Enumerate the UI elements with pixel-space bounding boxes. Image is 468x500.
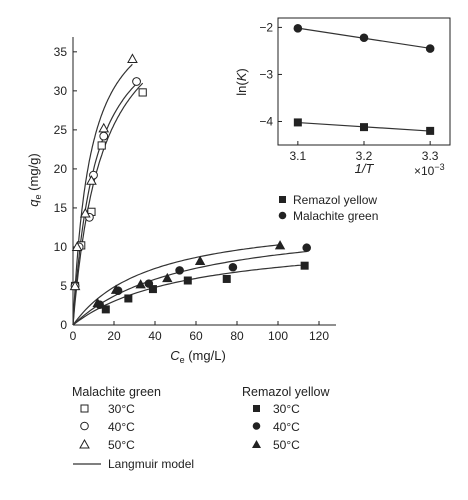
data-point-series-2 (79, 207, 91, 218)
data-point-series-5 (274, 240, 286, 250)
legend-marker-mg-40 (80, 421, 89, 431)
data-point-series-2 (98, 122, 110, 133)
data-point-series-3 (183, 276, 192, 285)
inset-data-point-0 (359, 123, 368, 132)
main-y-tick-label: 10 (54, 240, 68, 254)
main-x-tick-label: 120 (309, 329, 329, 343)
main-y-tick-label: 25 (54, 123, 68, 137)
legend-label-langmuir: Langmuir model (108, 457, 194, 471)
langmuir-fit-curve-0 (72, 82, 144, 326)
main-x-tick-label: 40 (148, 329, 162, 343)
data-point-series-4 (144, 279, 154, 288)
legend-label-ry-40: 40°C (273, 420, 300, 434)
data-point-series-4 (302, 243, 312, 253)
inset-y-axis-title: ln(K) (234, 68, 249, 95)
inset-chart: 3.1 3.2 3.3 −2 −3 −4 1/T ×10−3 ln(K) (234, 17, 451, 178)
data-point-series-1 (99, 131, 109, 141)
data-point-series-0 (97, 141, 106, 150)
data-point-series-5 (194, 255, 206, 266)
main-y-tick-label: 35 (54, 45, 68, 59)
inset-legend: Remazol yellow Malachite green (278, 193, 378, 223)
data-point-series-3 (124, 294, 133, 303)
main-x-tick-label: 80 (230, 329, 244, 343)
data-point-series-1 (132, 77, 141, 86)
inset-y-tick-label: −3 (259, 67, 273, 81)
data-point-series-5 (110, 284, 122, 294)
data-point-series-3 (101, 305, 110, 314)
main-y-tick-label: 20 (54, 162, 68, 176)
legend-heading-remazol: Remazol yellow (242, 385, 331, 399)
legend-label-ry-30: 30°C (273, 402, 300, 416)
langmuir-fit-curve-2 (72, 63, 133, 326)
data-point-series-2 (69, 280, 81, 291)
inset-x-axis-title: 1/T (355, 161, 375, 176)
main-x-tick-label: 20 (107, 329, 121, 343)
data-point-series-4 (175, 266, 184, 275)
bottom-legend: Malachite green Remazol yellow 30°C 40°C… (72, 385, 331, 471)
data-point-series-3 (222, 274, 231, 283)
inset-ticks: 3.1 3.2 3.3 −2 −3 −4 (259, 20, 439, 163)
main-x-tick-label: 100 (268, 329, 288, 343)
data-point-series-3 (300, 261, 309, 270)
legend-marker-mg-30 (80, 404, 89, 413)
inset-data-point-1 (293, 24, 303, 33)
main-x-tick-label: 0 (70, 329, 77, 343)
inset-x-tick-label: 3.3 (422, 149, 439, 163)
main-data-points (69, 53, 312, 314)
main-y-axis-title: qe (mg/g) (26, 153, 43, 206)
langmuir-fit-curve-3 (72, 264, 307, 326)
main-x-axis-title: Ce (mg/L) (170, 348, 226, 365)
data-point-series-5 (92, 297, 103, 308)
legend-label-ry-50: 50°C (273, 438, 300, 452)
legend-label-mg-50: 50°C (108, 438, 135, 452)
inset-x-tick-label: 3.2 (356, 149, 373, 163)
legend-marker-mg-50 (79, 438, 90, 449)
data-point-series-4 (228, 262, 238, 272)
legend-marker-ry-40 (252, 422, 261, 430)
main-y-tick-label: 0 (60, 318, 67, 332)
inset-y-tick-label: −4 (259, 114, 273, 128)
data-point-series-5 (162, 272, 173, 283)
data-point-series-0 (138, 88, 147, 97)
main-x-tick-label: 60 (189, 329, 203, 343)
inset-data-point-1 (359, 33, 369, 43)
main-y-tick-label: 30 (54, 84, 68, 98)
main-fit-curves (72, 63, 307, 326)
data-point-series-2 (127, 53, 138, 63)
data-point-series-3 (148, 285, 157, 294)
inset-x-tick-label: 3.1 (290, 149, 307, 163)
legend-marker-ry-50 (252, 440, 261, 448)
data-point-series-2 (71, 241, 83, 252)
inset-data-point-1 (425, 44, 435, 53)
inset-data-points (293, 24, 435, 135)
legend-label-mg-30: 30°C (108, 402, 135, 416)
inset-x-multiplier: ×10−3 (414, 162, 445, 178)
inset-data-point-0 (293, 118, 302, 127)
main-y-tick-label: 15 (54, 201, 68, 215)
langmuir-fit-curve-4 (72, 250, 307, 326)
inset-fit-lines (297, 27, 431, 132)
legend-marker-malachite-inset (278, 211, 287, 220)
inset-legend-malachite: Malachite green (293, 209, 378, 223)
legend-marker-remazol-inset (279, 196, 286, 203)
legend-label-mg-40: 40°C (108, 420, 135, 434)
inset-legend-remazol: Remazol yellow (293, 193, 377, 207)
data-point-series-2 (86, 175, 97, 185)
legend-marker-ry-30 (253, 405, 260, 412)
langmuir-fit-curve-5 (72, 244, 281, 326)
inset-data-point-0 (426, 126, 435, 135)
main-ticks: 0 20 40 60 80 100 120 0 5 10 15 20 25 30 35 (54, 45, 330, 343)
main-y-tick-label: 5 (60, 279, 67, 293)
inset-y-tick-label: −2 (259, 20, 273, 34)
data-point-series-5 (135, 279, 146, 289)
legend-heading-malachite: Malachite green (72, 385, 161, 399)
